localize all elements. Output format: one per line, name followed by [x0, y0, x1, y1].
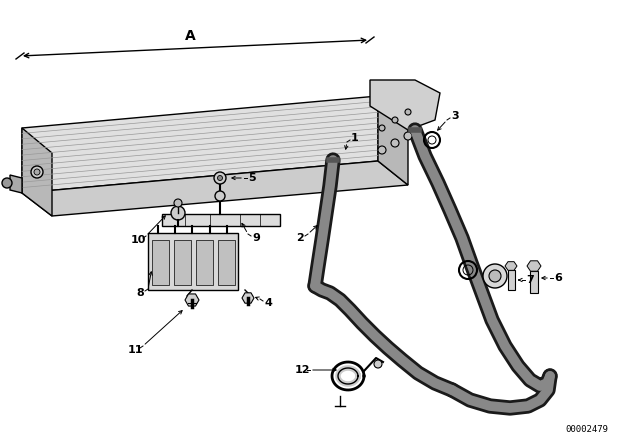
Circle shape: [215, 191, 225, 201]
Circle shape: [392, 117, 398, 123]
Polygon shape: [22, 128, 52, 216]
Polygon shape: [22, 96, 378, 193]
Bar: [196, 240, 213, 285]
Polygon shape: [185, 294, 199, 306]
Circle shape: [2, 178, 12, 188]
Circle shape: [483, 264, 507, 288]
Text: 10: 10: [131, 235, 146, 245]
Bar: [508, 270, 515, 290]
Circle shape: [34, 169, 40, 175]
Circle shape: [374, 360, 382, 368]
Text: 1: 1: [351, 133, 359, 143]
Text: 8: 8: [136, 288, 144, 298]
Circle shape: [31, 166, 43, 178]
Circle shape: [378, 146, 386, 154]
Polygon shape: [527, 261, 541, 271]
Polygon shape: [22, 161, 408, 216]
Text: A: A: [184, 29, 195, 43]
Circle shape: [404, 132, 412, 140]
Polygon shape: [148, 233, 238, 290]
Text: 7: 7: [526, 275, 534, 285]
Circle shape: [174, 199, 182, 207]
Text: 11: 11: [127, 345, 143, 355]
Text: 4: 4: [264, 298, 272, 308]
Polygon shape: [162, 214, 280, 226]
Polygon shape: [505, 262, 517, 270]
Circle shape: [218, 176, 223, 181]
Circle shape: [489, 270, 501, 282]
Bar: [530, 271, 538, 293]
Polygon shape: [370, 80, 440, 130]
Text: 5: 5: [248, 173, 256, 183]
Bar: [218, 240, 235, 285]
Text: 6: 6: [554, 273, 562, 283]
Circle shape: [214, 172, 226, 184]
Text: 00002479: 00002479: [565, 425, 608, 434]
Circle shape: [405, 109, 411, 115]
Polygon shape: [378, 96, 408, 185]
Bar: [152, 240, 169, 285]
Polygon shape: [242, 293, 254, 303]
Circle shape: [391, 139, 399, 147]
Text: 9: 9: [252, 233, 260, 243]
Text: 3: 3: [451, 111, 459, 121]
Polygon shape: [10, 175, 22, 193]
Text: 12: 12: [294, 365, 310, 375]
Circle shape: [379, 125, 385, 131]
Bar: [174, 240, 191, 285]
Text: 2: 2: [296, 233, 304, 243]
Circle shape: [171, 206, 185, 220]
